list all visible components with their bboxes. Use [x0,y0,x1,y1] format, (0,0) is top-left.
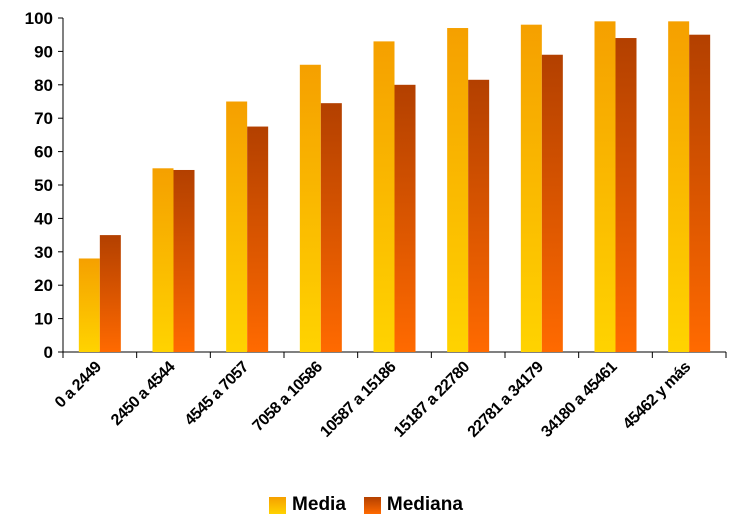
bar-media [447,28,469,353]
x-category-label: 4545 a 7057 [182,358,253,429]
bar-media [299,64,321,352]
legend: Media Mediana [0,494,732,516]
bar-mediana [99,235,121,352]
y-tick-label: 100 [25,9,53,28]
legend-swatch-media [269,496,287,514]
bar-mediana [689,34,711,352]
bar-media [373,41,395,352]
x-category-label: 45462 y más [620,358,695,433]
x-category-label: 0 a 2449 [52,358,105,411]
y-tick-label: 0 [44,343,53,362]
x-category-label: 10587 a 15186 [317,358,400,441]
x-category-label: 22781 a 34179 [465,358,548,441]
y-tick-label: 50 [34,176,53,195]
x-category-label: 34180 a 45461 [538,358,621,441]
y-tick-label: 80 [34,76,53,95]
y-tick-label: 90 [34,42,53,61]
y-tick-label: 30 [34,243,53,262]
bar-mediana [541,54,563,353]
y-tick-label: 40 [34,209,53,228]
bar-mediana [394,84,416,353]
bar-media [668,21,690,353]
bar-mediana [320,103,342,352]
y-tick-label: 10 [34,310,53,329]
bar-media [152,168,174,352]
bar-mediana [247,126,269,352]
legend-item-mediana: Mediana [363,494,463,516]
bar-media [78,258,100,352]
bar-media [594,21,616,353]
legend-label-media: Media [292,494,346,515]
y-tick-label: 60 [34,143,53,162]
y-tick-label: 70 [34,109,53,128]
y-tick-label: 20 [34,276,53,295]
x-category-label: 15187 a 22780 [391,358,474,441]
bar-mediana [468,79,490,352]
bar-media [520,24,542,353]
bar-media [226,101,248,352]
x-category-label: 2450 a 4544 [108,358,179,429]
legend-item-media: Media [269,494,346,516]
bar-mediana [173,169,195,352]
bar-mediana [615,38,637,352]
legend-label-mediana: Mediana [386,494,463,515]
x-category-label: 7058 a 10586 [250,358,327,435]
legend-swatch-mediana [363,496,381,514]
